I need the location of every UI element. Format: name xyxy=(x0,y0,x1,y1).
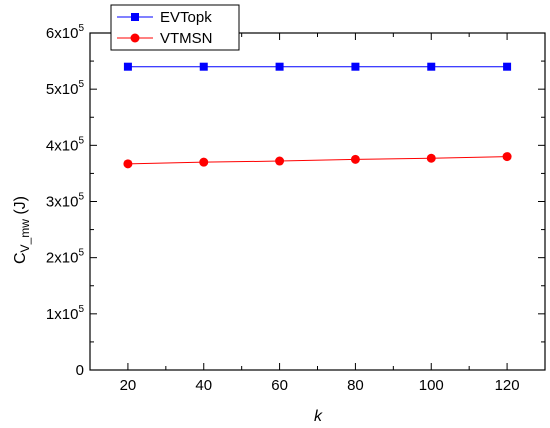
plot-border xyxy=(89,32,546,371)
data-point-evtopk xyxy=(503,62,512,71)
data-point-vtmsn xyxy=(123,159,133,169)
y-tick-exponent: 5 xyxy=(78,248,84,259)
legend-box xyxy=(110,4,240,51)
y-tick-label: 6x105 xyxy=(46,23,85,42)
x-axis-title: k xyxy=(314,408,323,425)
data-point-evtopk xyxy=(427,62,436,71)
legend-label-evtopk: EVTopk xyxy=(160,9,212,26)
data-point-vtmsn xyxy=(350,154,360,164)
legend: EVTopk VTMSN xyxy=(110,4,240,51)
series-line-vtmsn xyxy=(127,156,508,165)
y-tick-mantissa: 2x10 xyxy=(46,250,79,267)
data-point-evtopk xyxy=(123,62,132,71)
series-layer xyxy=(123,62,512,169)
x-tick-label: 120 xyxy=(495,377,520,394)
y-tick-mantissa: 5x10 xyxy=(46,81,79,98)
y-tick-label: 2x105 xyxy=(46,248,85,267)
y-axis-title: CV_mw (J) xyxy=(12,196,32,264)
y-tick-exponent: 5 xyxy=(78,192,84,203)
x-tick-label: 100 xyxy=(419,377,444,394)
data-point-vtmsn xyxy=(199,157,209,167)
y-tick-exponent: 5 xyxy=(78,135,84,146)
y-tick-label: 4x105 xyxy=(46,135,85,154)
data-point-vtmsn xyxy=(426,153,436,163)
data-point-evtopk xyxy=(351,62,360,71)
x-axis-ticks: 20 40 60 80 100 120 xyxy=(89,33,546,394)
x-tick-label: 40 xyxy=(195,377,212,394)
data-point-evtopk xyxy=(275,62,284,71)
legend-marker-vtmsn xyxy=(130,33,140,43)
x-tick-label: 60 xyxy=(271,377,288,394)
y-tick-mantissa: 6x10 xyxy=(46,25,79,42)
y-tick-label: 3x105 xyxy=(46,192,85,211)
y-tick-label: 1x105 xyxy=(46,304,85,323)
x-tick-label: 80 xyxy=(347,377,364,394)
y-tick-exponent: 5 xyxy=(78,304,84,315)
y-axis-title-sub: V_mw xyxy=(18,219,32,253)
y-tick-mantissa: 4x10 xyxy=(46,137,79,154)
y-tick-mantissa: 3x10 xyxy=(46,194,79,211)
plot-frame xyxy=(89,32,546,371)
y-axis-title-base: C xyxy=(12,252,29,264)
y-tick-exponent: 5 xyxy=(78,79,84,90)
y-tick-label: 0 xyxy=(76,362,84,379)
y-tick-mantissa: 1x10 xyxy=(46,306,79,323)
y-tick-exponent: 5 xyxy=(78,23,84,34)
legend-marker-evtopk xyxy=(131,13,139,21)
x-tick-label: 20 xyxy=(120,377,137,394)
legend-label-vtmsn: VTMSN xyxy=(160,30,213,47)
data-point-evtopk xyxy=(199,62,208,71)
data-point-vtmsn xyxy=(502,152,512,162)
data-point-vtmsn xyxy=(275,156,285,166)
y-tick-label: 5x105 xyxy=(46,79,85,98)
y-axis-title-unit: (J) xyxy=(12,196,29,219)
